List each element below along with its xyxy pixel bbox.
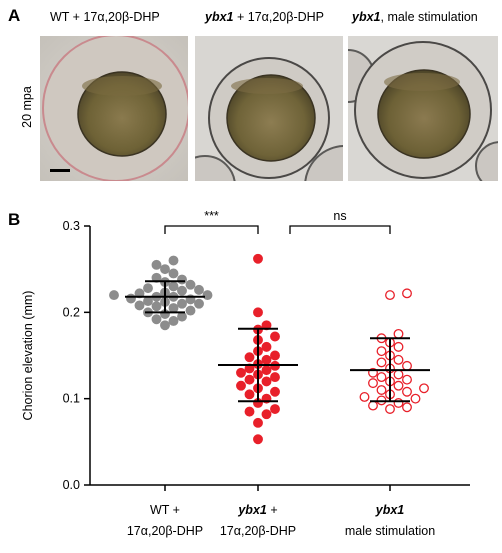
data-point bbox=[402, 402, 412, 413]
data-point bbox=[168, 255, 179, 266]
data-point bbox=[143, 283, 153, 294]
data-point bbox=[261, 365, 272, 376]
x-category-line2: 17α,20β-DHP bbox=[127, 524, 203, 538]
data-point bbox=[270, 350, 280, 361]
data-point bbox=[185, 305, 196, 316]
data-point bbox=[393, 341, 404, 352]
data-point bbox=[168, 303, 179, 313]
data-point bbox=[393, 354, 404, 365]
data-point bbox=[385, 404, 395, 414]
data-point bbox=[236, 367, 246, 378]
data-point bbox=[168, 316, 179, 326]
data-point bbox=[402, 386, 412, 397]
data-point bbox=[376, 372, 387, 383]
data-point bbox=[160, 320, 170, 331]
data-point bbox=[168, 268, 179, 279]
data-point bbox=[253, 307, 263, 318]
sig-wt-vs-ybx1-label: *** bbox=[204, 209, 219, 223]
data-point bbox=[402, 360, 412, 371]
photo-title-wt: WT + 17α,20β-DHP bbox=[50, 10, 160, 24]
data-point bbox=[393, 380, 404, 391]
embryo-photo-ybx1-dhp bbox=[195, 36, 343, 181]
data-point bbox=[126, 293, 136, 304]
data-point bbox=[419, 383, 429, 394]
data-point bbox=[244, 352, 255, 363]
data-point bbox=[261, 341, 272, 352]
data-point bbox=[194, 298, 204, 309]
data-point bbox=[194, 284, 204, 295]
sig-ybx1-vs-male-label: ns bbox=[333, 209, 346, 223]
data-point bbox=[244, 374, 255, 385]
data-point bbox=[202, 290, 213, 301]
x-category-line2: male stimulation bbox=[345, 524, 435, 538]
chart-labels: 0.0 0.1 0.2 0.3 Chorion elevation (mm) WT + 17… bbox=[21, 209, 435, 538]
data-point bbox=[177, 285, 187, 296]
y-tick-label: 0.2 bbox=[63, 305, 80, 319]
x-category-line1: WT + bbox=[150, 503, 180, 517]
data-point bbox=[393, 328, 404, 339]
data-point bbox=[368, 400, 378, 411]
data-point bbox=[177, 298, 187, 309]
data-point bbox=[253, 253, 263, 264]
chart-axes bbox=[84, 225, 470, 491]
y-tick-label: 0.0 bbox=[63, 478, 80, 492]
data-point bbox=[253, 434, 263, 445]
data-point bbox=[160, 264, 170, 275]
panel-a-letter: A bbox=[8, 6, 21, 25]
data-point bbox=[410, 393, 421, 404]
photo-title-ybx1-male-text: , male stimulation bbox=[380, 10, 478, 24]
data-point bbox=[143, 296, 153, 307]
data-point bbox=[261, 354, 272, 365]
data-point bbox=[177, 274, 187, 285]
data-point bbox=[244, 389, 255, 400]
photo-title-ybx1-dhp-em: ybx1 bbox=[205, 10, 234, 24]
data-point bbox=[236, 380, 246, 391]
data-point bbox=[270, 372, 280, 383]
data-point bbox=[376, 357, 387, 368]
photo-title-ybx1-male-em: ybx1 bbox=[352, 10, 381, 24]
data-point bbox=[402, 374, 412, 385]
panel-b-letter: B bbox=[8, 210, 21, 229]
data-point bbox=[134, 300, 145, 311]
sig-wt-vs-ybx1-bracket bbox=[164, 225, 259, 234]
x-category-line1: ybx1 bbox=[375, 503, 405, 517]
sig-ybx1-vs-male-bracket bbox=[289, 225, 391, 234]
embryo-photo-ybx1-male bbox=[348, 36, 498, 181]
data-point bbox=[376, 385, 387, 395]
x-category-line1: ybx1 + bbox=[237, 503, 277, 517]
data-point bbox=[185, 279, 196, 290]
embryo-photo-wt bbox=[40, 36, 188, 181]
data-point bbox=[151, 301, 162, 312]
data-point bbox=[244, 406, 255, 417]
y-tick-label: 0.1 bbox=[63, 392, 80, 406]
data-point bbox=[270, 386, 280, 397]
data-point bbox=[151, 314, 162, 325]
data-point bbox=[393, 369, 404, 380]
data-point bbox=[402, 288, 412, 299]
data-point bbox=[359, 391, 370, 402]
data-point bbox=[109, 290, 119, 301]
photo-title-wt-text: WT + 17α,20β-DHP bbox=[50, 10, 160, 24]
photo-title-ybx1-dhp: ybx1 + 17α,20β-DHP bbox=[205, 10, 324, 24]
data-point bbox=[177, 311, 187, 322]
data-point bbox=[168, 281, 179, 292]
data-point bbox=[270, 331, 280, 342]
data-point bbox=[368, 378, 378, 389]
y-tick-label: 0.3 bbox=[63, 219, 80, 233]
data-point bbox=[253, 417, 263, 428]
data-point bbox=[376, 346, 387, 357]
data-point bbox=[385, 290, 395, 301]
data-point bbox=[261, 376, 272, 387]
data-point bbox=[270, 404, 280, 414]
chart-marks bbox=[109, 225, 430, 445]
data-point bbox=[261, 409, 272, 420]
y-axis-label: Chorion elevation (mm) bbox=[21, 291, 35, 421]
photo-title-ybx1-male: ybx1, male stimulation bbox=[352, 10, 478, 24]
photo-title-ybx1-dhp-text: + 17α,20β-DHP bbox=[233, 10, 324, 24]
x-category-line2: 17α,20β-DHP bbox=[220, 524, 296, 538]
data-point bbox=[393, 398, 404, 408]
data-point bbox=[151, 259, 162, 270]
